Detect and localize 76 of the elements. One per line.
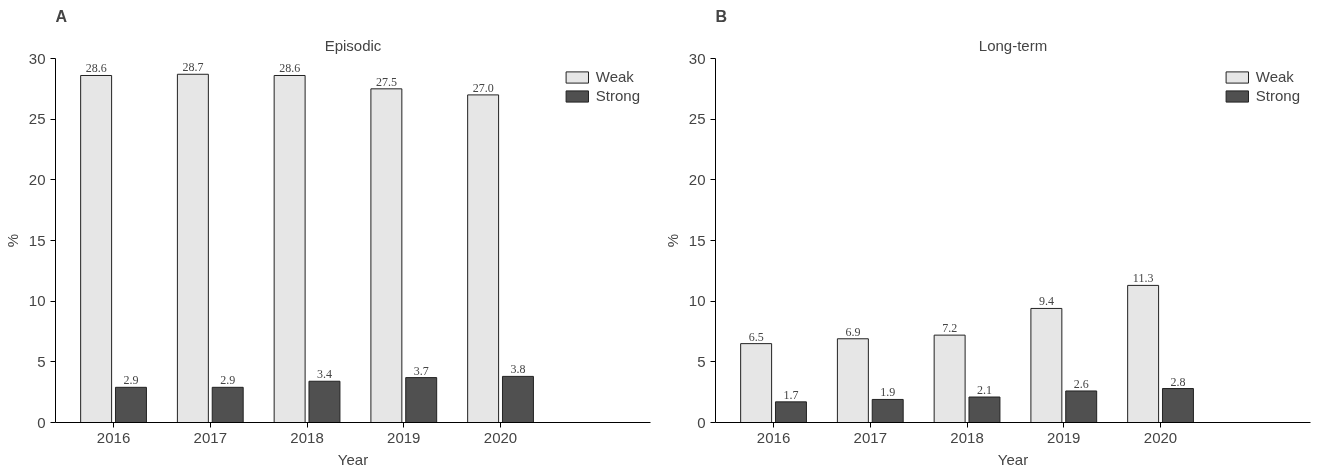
y-tick-label: 20 <box>28 170 46 188</box>
y-tick-label: 25 <box>28 110 46 128</box>
bar <box>80 74 113 423</box>
chart-title: Long-term <box>978 36 1048 54</box>
y-tick-label: 30 <box>28 49 46 67</box>
bar <box>370 88 403 423</box>
chart-title: Episodic <box>324 36 382 54</box>
x-tick-label: 2018 <box>950 428 984 446</box>
x-tick-label: 2019 <box>387 428 421 446</box>
bar <box>273 74 306 423</box>
x-tick-label: 2019 <box>1047 428 1081 446</box>
data-label: 6.5 <box>748 329 764 344</box>
x-tick-label: 2018 <box>290 428 324 446</box>
bar <box>836 338 869 423</box>
bar <box>176 73 209 423</box>
y-tick-label: 0 <box>37 413 46 431</box>
x-axis-title: Year <box>997 450 1029 468</box>
y-tick-label: 20 <box>688 170 706 188</box>
data-label: 28.6 <box>279 61 301 76</box>
y-tick-label: 5 <box>697 352 706 370</box>
y-tick-label: 15 <box>28 231 46 249</box>
data-label: 28.7 <box>182 60 204 75</box>
x-tick-label: 2016 <box>756 428 791 446</box>
bar <box>871 398 904 423</box>
y-axis-title: % <box>3 233 21 248</box>
data-label: 3.7 <box>413 363 429 378</box>
y-tick-label: 15 <box>688 231 706 249</box>
data-label: 2.8 <box>1170 374 1186 389</box>
bar <box>467 94 500 423</box>
data-label: 9.4 <box>1038 294 1054 309</box>
legend-label: Weak <box>1255 68 1294 85</box>
bar <box>968 396 1001 423</box>
data-label: 2.1 <box>976 383 992 398</box>
data-label: 3.4 <box>316 367 332 382</box>
data-label: 1.9 <box>880 385 896 400</box>
bar <box>308 380 341 423</box>
y-tick-label: 10 <box>688 292 706 310</box>
bar <box>1030 307 1063 423</box>
x-axis-title: Year <box>337 450 369 468</box>
bar <box>211 386 244 423</box>
legend-label: Strong <box>1255 87 1300 104</box>
bar <box>405 377 438 423</box>
y-axis-title: % <box>663 233 681 248</box>
x-tick-label: 2017 <box>193 428 227 446</box>
legend-label: Weak <box>595 68 634 85</box>
y-tick-label: 0 <box>697 413 706 431</box>
bar <box>114 386 147 423</box>
data-label: 1.7 <box>783 387 799 402</box>
legend-label: Strong <box>595 87 640 104</box>
text: B <box>715 7 728 25</box>
data-label: 6.9 <box>845 324 861 339</box>
data-label: 27.0 <box>472 80 494 95</box>
text: A <box>55 7 68 25</box>
x-tick-label: 2016 <box>96 428 131 446</box>
x-tick-label: 2017 <box>853 428 887 446</box>
bar <box>501 375 534 423</box>
bar <box>774 401 807 423</box>
data-label: 28.6 <box>85 61 107 76</box>
data-label: 3.8 <box>510 362 526 377</box>
bar <box>1065 390 1098 423</box>
data-label: 2.9 <box>123 373 139 388</box>
data-label: 7.2 <box>942 321 958 336</box>
data-label: 11.3 <box>1132 271 1154 286</box>
bar <box>1161 388 1194 423</box>
y-tick-label: 25 <box>688 110 706 128</box>
y-tick-label: 10 <box>28 292 46 310</box>
x-tick-label: 2020 <box>1143 428 1178 446</box>
x-tick-label: 2020 <box>483 428 518 446</box>
data-label: 27.5 <box>375 74 397 89</box>
data-label: 2.6 <box>1073 376 1089 391</box>
data-label: 2.9 <box>220 373 236 388</box>
y-tick-label: 5 <box>37 352 46 370</box>
bar <box>933 334 966 423</box>
bar <box>1127 284 1160 423</box>
y-tick-label: 30 <box>688 49 706 67</box>
bar <box>740 343 773 423</box>
